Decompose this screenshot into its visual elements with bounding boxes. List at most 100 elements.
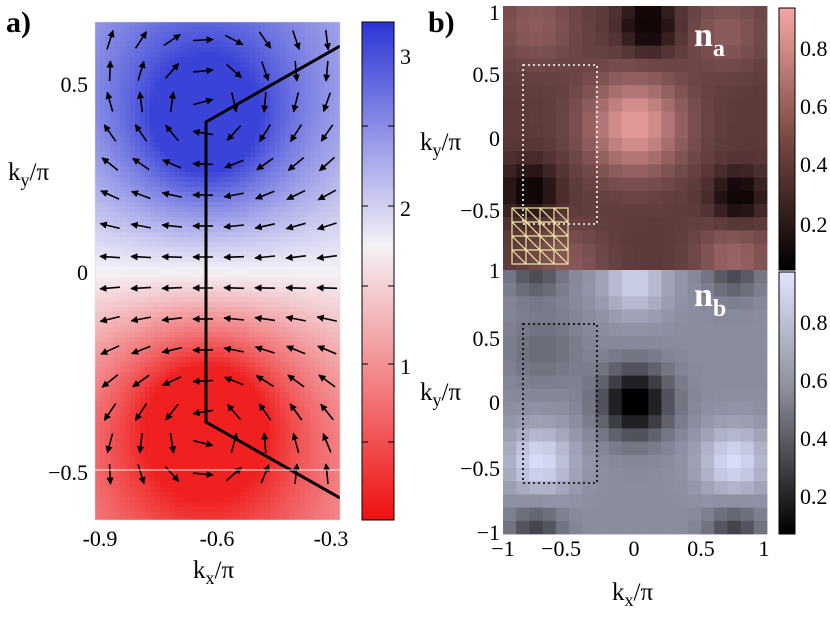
panel-a-heat-cell bbox=[175, 447, 181, 453]
panel-a-heat-cell bbox=[245, 87, 251, 93]
panel-a-heat-cell bbox=[320, 272, 326, 278]
panel-a-heat-cell bbox=[240, 22, 246, 28]
panel-a-heat-cell bbox=[260, 332, 266, 338]
panel-a-heat-cell bbox=[205, 227, 211, 233]
panel-a-heat-cell bbox=[230, 357, 236, 363]
panel-a-heat-cell bbox=[200, 507, 206, 513]
panel-a-heat-cell bbox=[190, 257, 196, 263]
panel-a-heat-cell bbox=[120, 417, 126, 423]
panel-a-heat-cell bbox=[145, 137, 151, 143]
panel-a-heat-cell bbox=[280, 32, 286, 38]
panel-a-heat-cell bbox=[95, 227, 101, 233]
panel-a-heat-cell bbox=[300, 357, 306, 363]
panel-a-heat-cell bbox=[160, 387, 166, 393]
panel-a-heat-cell bbox=[225, 437, 231, 443]
panel-a-heat-cell bbox=[310, 67, 316, 73]
panel-a-heat-cell bbox=[315, 322, 321, 328]
panel-a-heat-cell bbox=[175, 492, 181, 498]
panel-a-heat-cell bbox=[300, 322, 306, 328]
panel-a-heat-cell bbox=[275, 152, 281, 158]
panel-a-heat-cell bbox=[190, 512, 196, 518]
panel-a-heat-cell bbox=[275, 447, 281, 453]
panel-a-heat-cell bbox=[250, 412, 256, 418]
panel-a-heat-cell bbox=[150, 167, 156, 173]
panel-a-heat-cell bbox=[175, 142, 181, 148]
panel-a-heat-cell bbox=[225, 342, 231, 348]
panel-a-heat-cell bbox=[235, 87, 241, 93]
panel-a-heat-cell bbox=[120, 232, 126, 238]
panel-a-heat-cell bbox=[170, 177, 176, 183]
panel-a-heat-cell bbox=[105, 32, 111, 38]
panel-a-heat-cell bbox=[250, 342, 256, 348]
panel-a-heat-cell bbox=[185, 367, 191, 373]
panel-a-heat-cell bbox=[180, 22, 186, 28]
panel-a-heat-cell bbox=[160, 422, 166, 428]
panel-a-heat-cell bbox=[330, 432, 336, 438]
panel-a-heat-cell bbox=[265, 367, 271, 373]
panel-a-heat-cell bbox=[265, 422, 271, 428]
panel-a-heat-cell bbox=[205, 247, 211, 253]
panel-a-heat-cell bbox=[305, 317, 311, 323]
panel-a-heat-cell bbox=[230, 207, 236, 213]
panel-a-heat-cell bbox=[325, 32, 331, 38]
panel-a-heat-cell bbox=[180, 92, 186, 98]
panel-a-heat-cell bbox=[140, 362, 146, 368]
panel-a-heat-cell bbox=[260, 127, 266, 133]
panel-a-heat-cell bbox=[285, 142, 291, 148]
panel-a-heat-cell bbox=[155, 222, 161, 228]
panel-a-heat-cell bbox=[140, 342, 146, 348]
panel-a-heat-cell bbox=[140, 212, 146, 218]
panel-a-heat-cell bbox=[195, 502, 201, 508]
panel-a-heat-cell bbox=[110, 227, 116, 233]
panel-a-heat-cell bbox=[160, 377, 166, 383]
panel-a-heat-cell bbox=[215, 332, 221, 338]
panel-a-heat-cell bbox=[100, 497, 106, 503]
panel-a-heat-cell bbox=[305, 172, 311, 178]
panel-a-heat-cell bbox=[305, 137, 311, 143]
panel-a-heat-cell bbox=[315, 82, 321, 88]
panel-a-heat-cell bbox=[190, 327, 196, 333]
panel-a-heat-cell bbox=[125, 367, 131, 373]
panel-a-heat-cell bbox=[185, 177, 191, 183]
panel-a-heat-cell bbox=[255, 112, 261, 118]
panel-a-heat-cell bbox=[220, 117, 226, 123]
panel-a-heat-cell bbox=[95, 217, 101, 223]
panel-a-heat-cell bbox=[190, 267, 196, 273]
panel-a-heat-cell bbox=[335, 37, 340, 43]
panel-a-heat-cell bbox=[190, 507, 196, 513]
panel-a-heat-cell bbox=[95, 442, 101, 448]
panel-a-heat-cell bbox=[310, 372, 316, 378]
panel-a-heat-cell bbox=[190, 477, 196, 483]
panel-a-heat-cell bbox=[190, 472, 196, 478]
panel-a-heat-cell bbox=[140, 152, 146, 158]
panel-a-heat-cell bbox=[335, 207, 340, 213]
panel-a-heat-cell bbox=[200, 217, 206, 223]
panel-a-heat-cell bbox=[215, 102, 221, 108]
panel-a-heat-cell bbox=[190, 462, 196, 468]
panel-a-heat-cell bbox=[265, 22, 271, 28]
panel-a-heat-cell bbox=[275, 367, 281, 373]
panel-a-heat-cell bbox=[235, 357, 241, 363]
panel-a-heat-cell bbox=[320, 492, 326, 498]
panel-a-heat-cell bbox=[215, 302, 221, 308]
panel-a-heat-cell bbox=[190, 47, 196, 53]
panel-a-heat-cell bbox=[215, 152, 221, 158]
panel-a-heat-cell bbox=[200, 177, 206, 183]
panel-a-heat-cell bbox=[145, 347, 151, 353]
panel-a-heat-cell bbox=[195, 367, 201, 373]
panel-a-heat-cell bbox=[235, 207, 241, 213]
panel-a-heat-cell bbox=[225, 112, 231, 118]
panel-a-heat-cell bbox=[145, 212, 151, 218]
panel-a-heat-cell bbox=[250, 77, 256, 83]
panel-a-heat-cell bbox=[310, 97, 316, 103]
panel-a-heat-cell bbox=[160, 142, 166, 148]
panel-a-heat-cell bbox=[115, 97, 121, 103]
panel-a-heat-cell bbox=[305, 487, 311, 493]
panel-a-heat-cell bbox=[135, 137, 141, 143]
panel-a-heat-cell bbox=[240, 387, 246, 393]
panel-a-heat-cell bbox=[95, 232, 101, 238]
panel-a-heat-cell bbox=[285, 187, 291, 193]
panel-a-heat-cell bbox=[325, 507, 331, 513]
panel-a-heat-cell bbox=[165, 297, 171, 303]
